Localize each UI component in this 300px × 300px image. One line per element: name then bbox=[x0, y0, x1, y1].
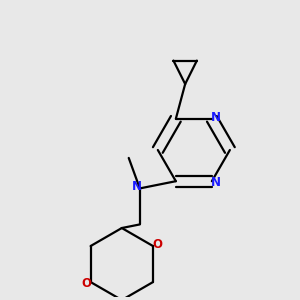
Text: O: O bbox=[82, 277, 92, 290]
Text: N: N bbox=[132, 180, 142, 193]
Text: N: N bbox=[211, 111, 220, 124]
Text: N: N bbox=[211, 176, 220, 189]
Text: O: O bbox=[152, 238, 162, 251]
